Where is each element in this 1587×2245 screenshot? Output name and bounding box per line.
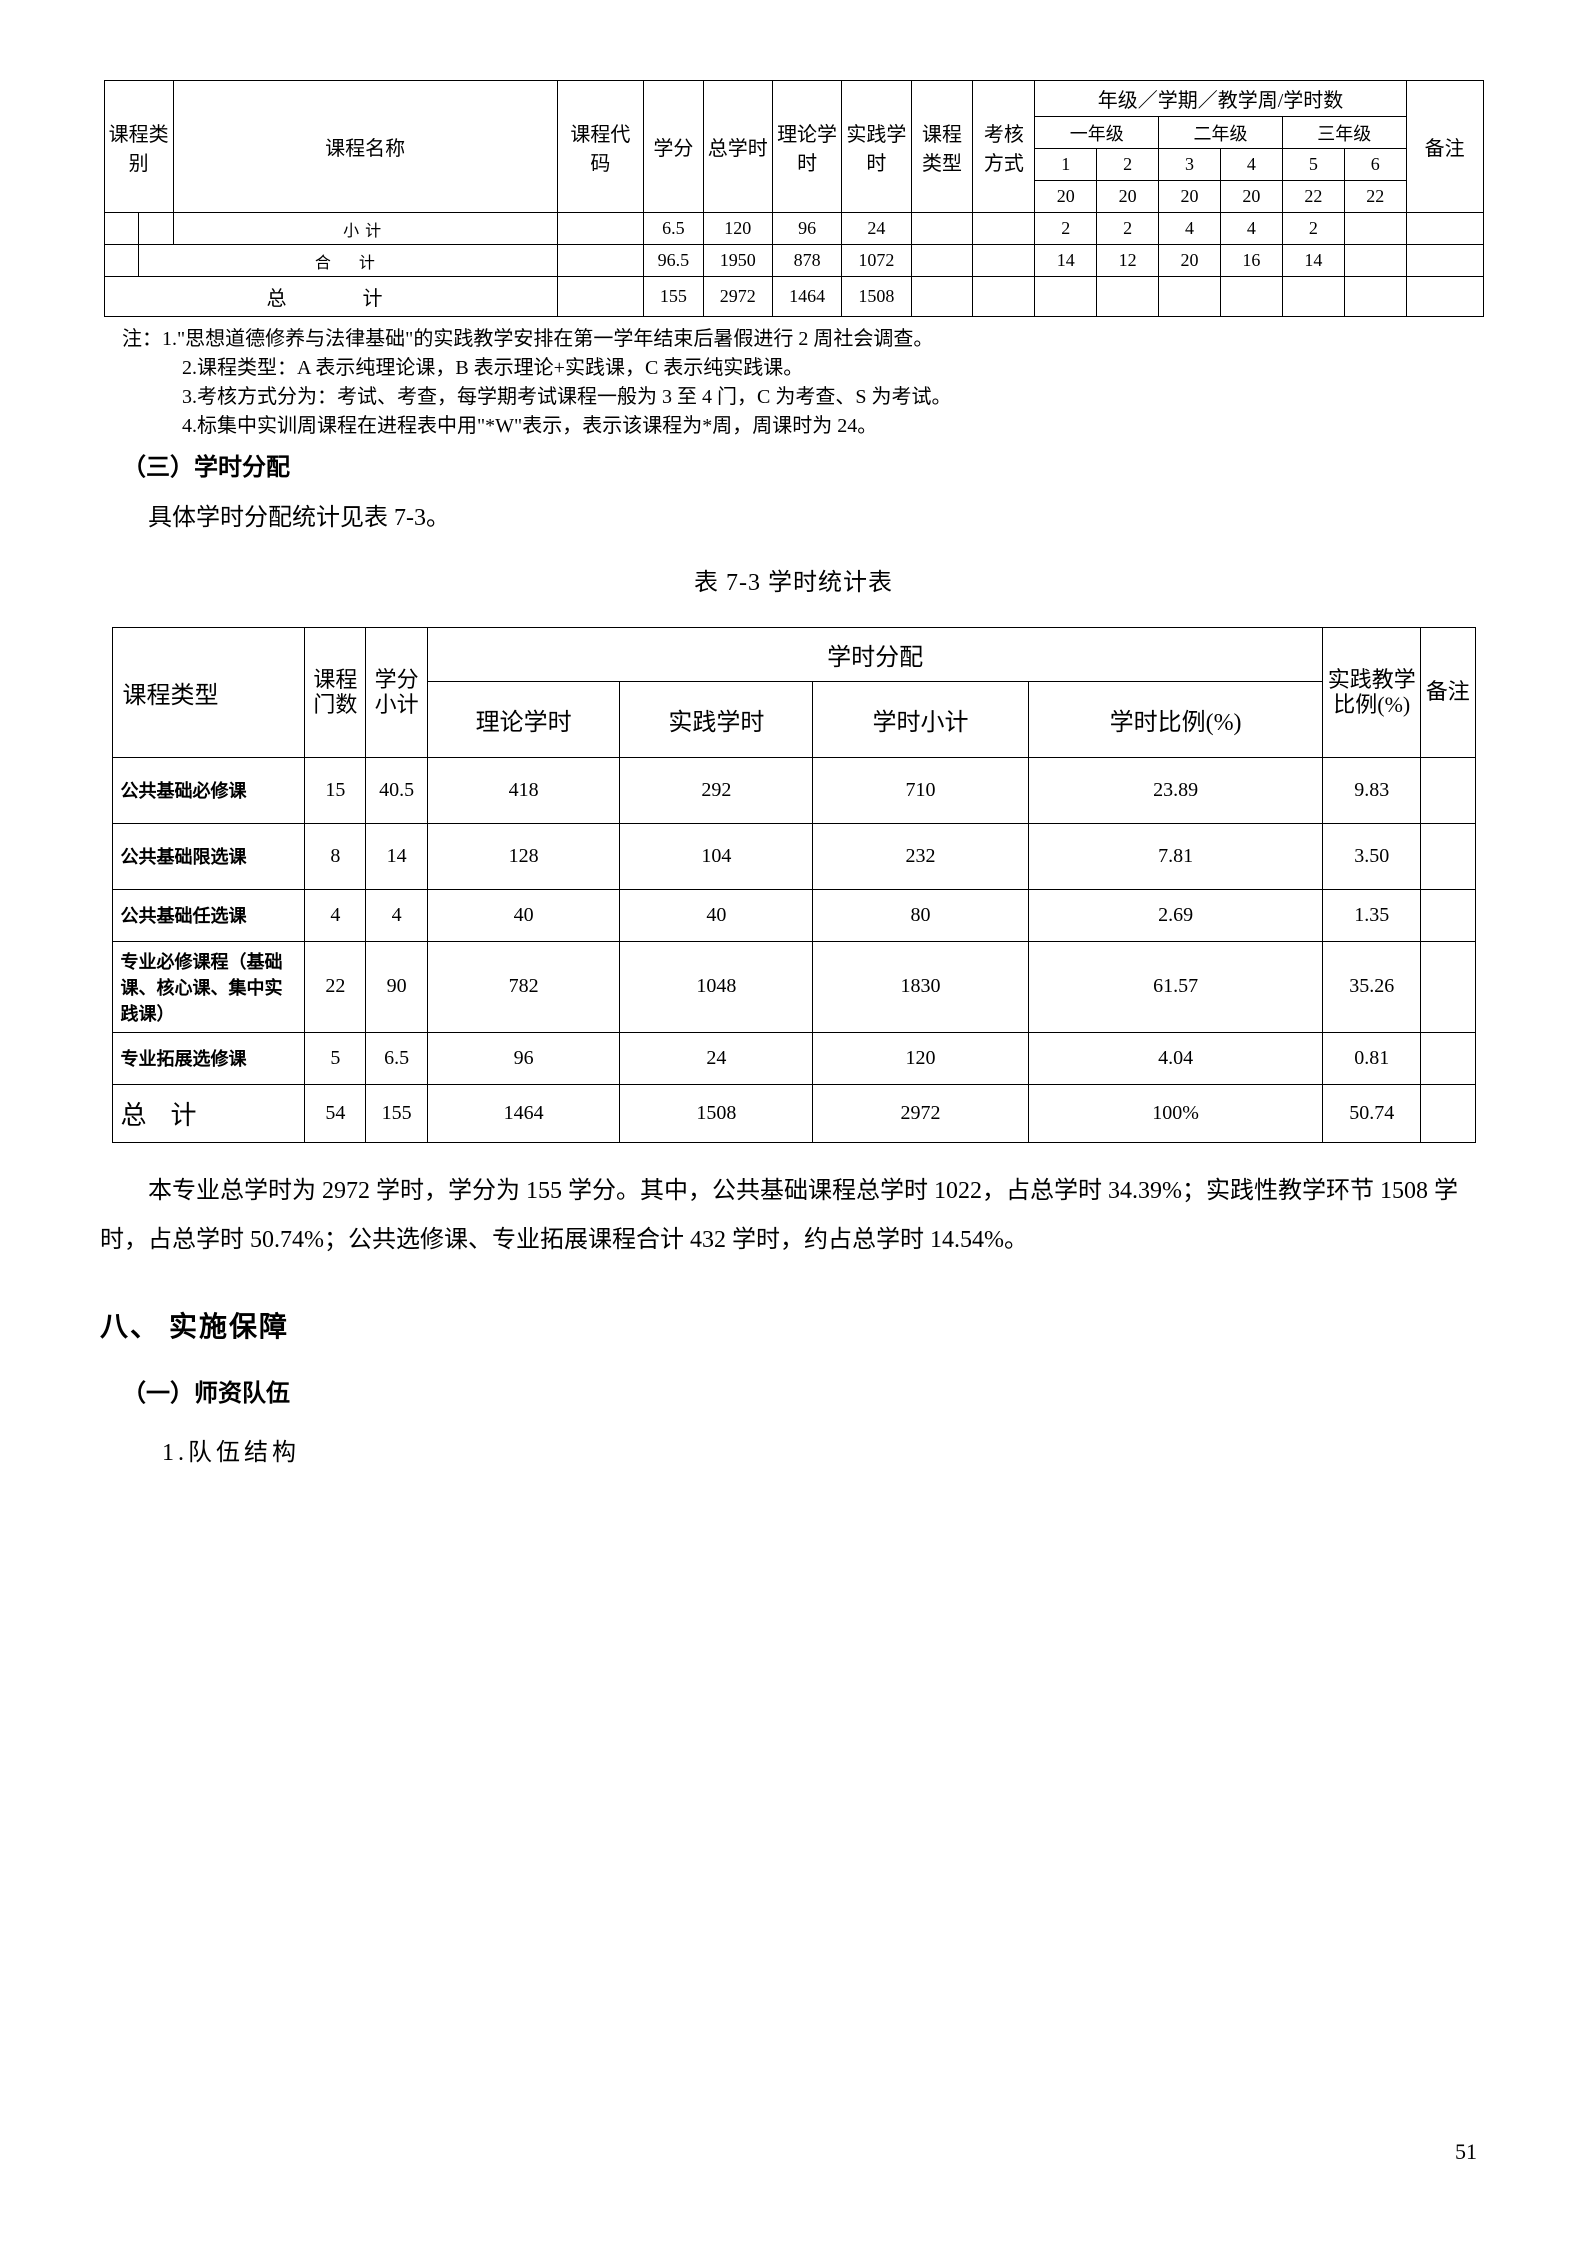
t2-col-theory: 理论学时	[427, 681, 620, 757]
table-row: 总 计 155 2972 1464 1508	[104, 277, 1483, 317]
sem-5: 5	[1282, 149, 1344, 181]
sem-6: 6	[1344, 149, 1406, 181]
table-row: 公共基础任选课 4 4 40 40 80 2.69 1.35	[112, 889, 1475, 941]
heading-8-1: （一）师资队伍	[122, 1373, 1487, 1408]
heading-8-1-1: 1.队伍结构	[162, 1432, 1487, 1467]
table-row: 合 计 96.5 1950 878 1072 14 12 20 16 14	[104, 245, 1483, 277]
col-course-name: 课程名称	[173, 81, 557, 213]
col-course-code: 课程代码	[557, 81, 644, 213]
row-subtotal-label: 小计	[173, 213, 557, 245]
col-total-hours: 总学时	[703, 81, 772, 213]
curriculum-summary-table: 课程类别 课程名称 课程代码 学分 总学时 理论学时 实践学时 课程类型 考核方…	[104, 80, 1484, 317]
year2-label: 二年级	[1159, 117, 1283, 149]
wk-3: 20	[1159, 181, 1221, 213]
section3-intro: 具体学时分配统计见表 7-3。	[100, 496, 1487, 542]
sem-1: 1	[1035, 149, 1097, 181]
table-row: 专业必修课程（基础课、核心课、集中实践课） 22 90 782 1048 183…	[112, 941, 1475, 1032]
note-line: 4.标集中实训周课程在进程表中用"*W"表示，表示该课程为*周，周课时为 24。	[122, 412, 1487, 441]
summary-paragraph: 本专业总学时为 2972 学时，学分为 155 学分。其中，公共基础课程总学时 …	[100, 1167, 1487, 1265]
col-category: 课程类别	[104, 81, 173, 213]
col-super-header: 年级／学期／教学周/学时数	[1035, 81, 1406, 117]
wk-6: 22	[1344, 181, 1406, 213]
table1-notes: 注：1."思想道德修养与法律基础"的实践教学安排在第一学年结束后暑假进行 2 周…	[122, 325, 1487, 441]
col-remark: 备注	[1406, 81, 1483, 213]
sem-2: 2	[1097, 149, 1159, 181]
t2-col-remark: 备注	[1421, 627, 1476, 757]
table-row-total: 总计 54 155 1464 1508 2972 100% 50.74	[112, 1084, 1475, 1142]
row-zongji-label: 总 计	[104, 277, 557, 317]
t2-col-subtotal: 学时小计	[813, 681, 1028, 757]
wk-5: 22	[1282, 181, 1344, 213]
t2-col-allocation: 学时分配	[427, 627, 1323, 681]
wk-2: 20	[1097, 181, 1159, 213]
t2-col-practice: 实践学时	[620, 681, 813, 757]
col-theory-hours: 理论学时	[772, 81, 841, 213]
t2-col-type: 课程类型	[112, 627, 305, 757]
hours-stats-table: 课程类型 课程门数 学分小计 学时分配 实践教学比例(%) 备注 理论学时 实践…	[112, 627, 1476, 1143]
t2-col-count: 课程门数	[305, 627, 366, 757]
note-line: 3.考核方式分为：考试、考查，每学期考试课程一般为 3 至 4 门，C 为考查、…	[122, 383, 1487, 412]
col-exam-mode: 考核方式	[973, 81, 1035, 213]
year3-label: 三年级	[1282, 117, 1406, 149]
table-row: 专业拓展选修课 5 6.5 96 24 120 4.04 0.81	[112, 1032, 1475, 1084]
note-line: 注：1."思想道德修养与法律基础"的实践教学安排在第一学年结束后暑假进行 2 周…	[122, 325, 1487, 354]
row-heji-label: 合 计	[139, 245, 557, 277]
t2-col-credit: 学分小计	[366, 627, 427, 757]
page-number: 51	[1455, 2139, 1477, 2165]
wk-4: 20	[1220, 181, 1282, 213]
col-course-type: 课程类型	[911, 81, 973, 213]
table2-caption: 表 7-3 学时统计表	[100, 562, 1487, 597]
col-credit: 学分	[644, 81, 703, 213]
section-hours-allocation-title: （三）学时分配	[122, 447, 1487, 482]
table-row: 公共基础必修课 15 40.5 418 292 710 23.89 9.83	[112, 757, 1475, 823]
sem-4: 4	[1220, 149, 1282, 181]
wk-1: 20	[1035, 181, 1097, 213]
heading-8: 八、 实施保障	[100, 1305, 1487, 1345]
note-line: 2.课程类型：A 表示纯理论课，B 表示理论+实践课，C 表示纯实践课。	[122, 354, 1487, 383]
t2-col-ratio: 学时比例(%)	[1028, 681, 1323, 757]
table-row: 公共基础限选课 8 14 128 104 232 7.81 3.50	[112, 823, 1475, 889]
col-practice-hours: 实践学时	[842, 81, 911, 213]
table-row: 小计 6.5 120 96 24 2 2 4 4 2	[104, 213, 1483, 245]
t2-col-practice-ratio: 实践教学比例(%)	[1323, 627, 1421, 757]
year1-label: 一年级	[1035, 117, 1159, 149]
sem-3: 3	[1159, 149, 1221, 181]
